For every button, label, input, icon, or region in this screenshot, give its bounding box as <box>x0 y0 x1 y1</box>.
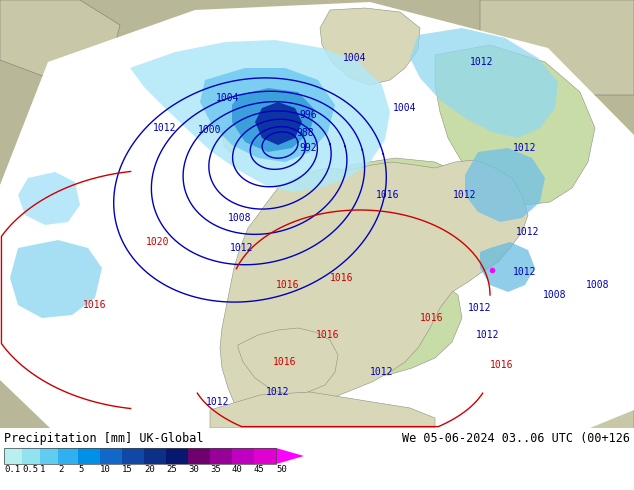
Polygon shape <box>435 45 595 205</box>
Polygon shape <box>312 158 475 282</box>
Text: 1000: 1000 <box>198 125 222 135</box>
Text: 1016: 1016 <box>273 357 297 367</box>
Text: 1012: 1012 <box>516 227 540 237</box>
Polygon shape <box>10 240 102 318</box>
Text: 1008: 1008 <box>543 290 567 300</box>
Text: 1012: 1012 <box>514 267 537 277</box>
Text: 1004: 1004 <box>343 53 366 63</box>
Polygon shape <box>238 328 338 395</box>
Text: 1012: 1012 <box>476 330 500 340</box>
Polygon shape <box>18 172 80 225</box>
Polygon shape <box>0 0 120 85</box>
Text: 1008: 1008 <box>228 213 252 223</box>
Text: 1020: 1020 <box>146 237 170 247</box>
Polygon shape <box>130 40 390 192</box>
Text: 1016: 1016 <box>83 300 107 310</box>
Bar <box>0 428 634 490</box>
Bar <box>40 448 58 464</box>
Text: 1016: 1016 <box>420 313 444 323</box>
Bar <box>166 448 188 464</box>
Text: 1012: 1012 <box>230 243 254 253</box>
Bar <box>58 448 78 464</box>
Text: 35: 35 <box>210 465 221 474</box>
Polygon shape <box>510 340 634 490</box>
Bar <box>4 448 22 464</box>
Text: 20: 20 <box>144 465 155 474</box>
Text: 1016: 1016 <box>276 280 300 290</box>
Bar <box>22 448 40 464</box>
Bar <box>122 448 144 464</box>
Text: 1016: 1016 <box>490 360 514 370</box>
Text: 992: 992 <box>299 143 317 153</box>
Text: 10: 10 <box>100 465 111 474</box>
Polygon shape <box>320 8 420 85</box>
Bar <box>78 448 100 464</box>
Text: 45: 45 <box>254 465 265 474</box>
Text: 1016: 1016 <box>330 273 354 283</box>
Text: 1012: 1012 <box>153 123 177 133</box>
Polygon shape <box>480 242 535 292</box>
Text: We 05-06-2024 03..06 UTC (00+126: We 05-06-2024 03..06 UTC (00+126 <box>402 432 630 445</box>
Polygon shape <box>0 2 634 428</box>
Text: 0.5: 0.5 <box>22 465 38 474</box>
Text: 1016: 1016 <box>376 190 400 200</box>
Text: 1012: 1012 <box>469 303 492 313</box>
Bar <box>210 448 232 464</box>
Text: 15: 15 <box>122 465 133 474</box>
Text: 1004: 1004 <box>216 93 240 103</box>
Text: 5: 5 <box>78 465 84 474</box>
Polygon shape <box>308 272 462 375</box>
Text: 1012: 1012 <box>370 367 394 377</box>
Text: 25: 25 <box>166 465 177 474</box>
Bar <box>232 448 254 464</box>
Text: 1012: 1012 <box>514 143 537 153</box>
Text: 1012: 1012 <box>206 397 230 407</box>
Text: 40: 40 <box>232 465 243 474</box>
Text: 1004: 1004 <box>393 103 417 113</box>
Bar <box>188 448 210 464</box>
Bar <box>254 448 276 464</box>
Text: 1: 1 <box>40 465 46 474</box>
Text: Precipitation [mm] UK-Global: Precipitation [mm] UK-Global <box>4 432 204 445</box>
Polygon shape <box>465 148 545 222</box>
Text: 1016: 1016 <box>316 330 340 340</box>
Text: 1008: 1008 <box>586 280 610 290</box>
Text: 50: 50 <box>276 465 287 474</box>
Polygon shape <box>232 88 315 152</box>
Polygon shape <box>210 392 435 428</box>
Text: 988: 988 <box>296 128 314 138</box>
Text: 996: 996 <box>299 110 317 120</box>
Bar <box>100 448 122 464</box>
Polygon shape <box>200 68 335 162</box>
Polygon shape <box>410 28 558 138</box>
Polygon shape <box>255 102 302 145</box>
Bar <box>144 448 166 464</box>
Polygon shape <box>276 448 304 464</box>
Polygon shape <box>222 98 262 152</box>
Text: 2: 2 <box>58 465 63 474</box>
Polygon shape <box>220 160 528 422</box>
Polygon shape <box>480 0 634 95</box>
Text: 1012: 1012 <box>470 57 494 67</box>
Text: 1012: 1012 <box>453 190 477 200</box>
Bar <box>4 448 276 464</box>
Text: 1012: 1012 <box>266 387 290 397</box>
Text: 30: 30 <box>188 465 198 474</box>
Text: 0.1: 0.1 <box>4 465 20 474</box>
